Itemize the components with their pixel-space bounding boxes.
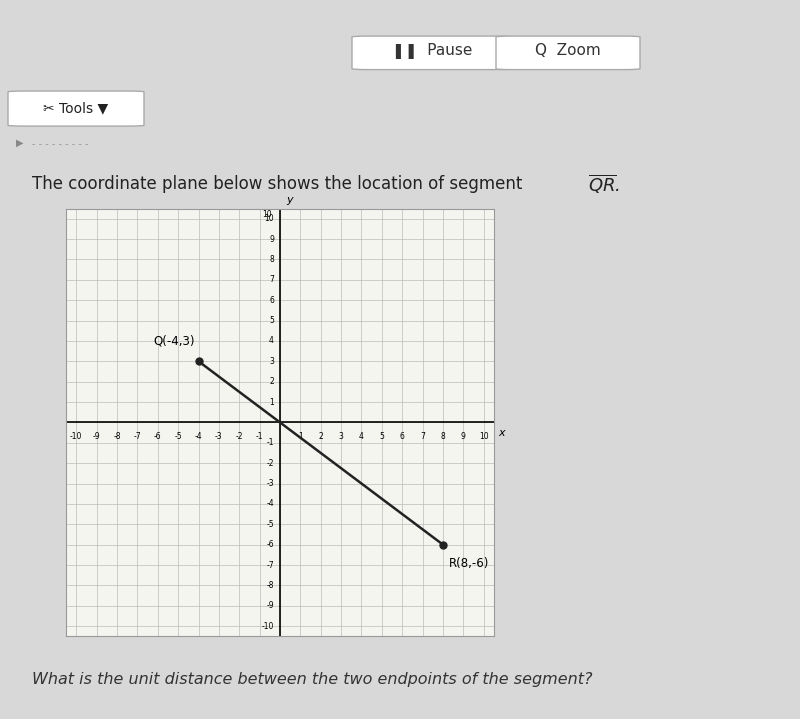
- Text: 4: 4: [359, 431, 364, 441]
- Text: -7: -7: [266, 561, 274, 569]
- Text: 8: 8: [269, 255, 274, 264]
- Text: The coordinate plane below shows the location of segment: The coordinate plane below shows the loc…: [32, 175, 528, 193]
- Text: -5: -5: [174, 431, 182, 441]
- Text: ✂ Tools ▼: ✂ Tools ▼: [43, 101, 109, 116]
- Text: -1: -1: [266, 439, 274, 447]
- Text: 4: 4: [269, 336, 274, 345]
- Text: Q(-4,3): Q(-4,3): [153, 334, 194, 347]
- Text: 5: 5: [379, 431, 384, 441]
- Text: -8: -8: [114, 431, 121, 441]
- Text: - - - - - - - - -: - - - - - - - - -: [32, 139, 89, 149]
- Text: -6: -6: [154, 431, 162, 441]
- Text: 2: 2: [318, 431, 323, 441]
- Text: 5: 5: [269, 316, 274, 325]
- Text: 10: 10: [264, 214, 274, 223]
- Text: -6: -6: [266, 540, 274, 549]
- Text: 6: 6: [269, 296, 274, 305]
- Text: 1: 1: [269, 398, 274, 406]
- Text: 7: 7: [420, 431, 425, 441]
- Text: 3: 3: [338, 431, 343, 441]
- Text: -2: -2: [266, 459, 274, 467]
- Text: y: y: [286, 196, 293, 206]
- Text: 10: 10: [262, 210, 272, 219]
- Text: -3: -3: [215, 431, 222, 441]
- Text: What is the unit distance between the two endpoints of the segment?: What is the unit distance between the tw…: [32, 672, 593, 687]
- Text: 7: 7: [269, 275, 274, 284]
- Text: 3: 3: [269, 357, 274, 366]
- Text: $\overline{QR}$.: $\overline{QR}$.: [588, 172, 620, 195]
- Text: x: x: [498, 428, 506, 438]
- Text: -1: -1: [256, 431, 263, 441]
- Text: -10: -10: [262, 622, 274, 631]
- Text: -3: -3: [266, 479, 274, 488]
- Text: 6: 6: [400, 431, 405, 441]
- Text: 9: 9: [269, 234, 274, 244]
- Text: -5: -5: [266, 520, 274, 528]
- Text: -2: -2: [235, 431, 243, 441]
- FancyBboxPatch shape: [496, 36, 640, 70]
- Text: -9: -9: [266, 601, 274, 610]
- Text: -4: -4: [266, 500, 274, 508]
- Text: ▶: ▶: [16, 137, 23, 147]
- FancyBboxPatch shape: [8, 91, 144, 126]
- Text: -4: -4: [194, 431, 202, 441]
- Text: ❚❚  Pause: ❚❚ Pause: [392, 42, 472, 58]
- Text: 2: 2: [269, 377, 274, 386]
- Text: 10: 10: [479, 431, 489, 441]
- FancyBboxPatch shape: [352, 36, 512, 70]
- Text: -8: -8: [266, 581, 274, 590]
- Text: -7: -7: [134, 431, 142, 441]
- Text: 8: 8: [441, 431, 446, 441]
- Text: 1: 1: [298, 431, 302, 441]
- Text: Q  Zoom: Q Zoom: [535, 43, 601, 58]
- Text: -9: -9: [93, 431, 101, 441]
- Text: R(8,-6): R(8,-6): [449, 557, 490, 570]
- Text: -10: -10: [70, 431, 82, 441]
- Text: 9: 9: [461, 431, 466, 441]
